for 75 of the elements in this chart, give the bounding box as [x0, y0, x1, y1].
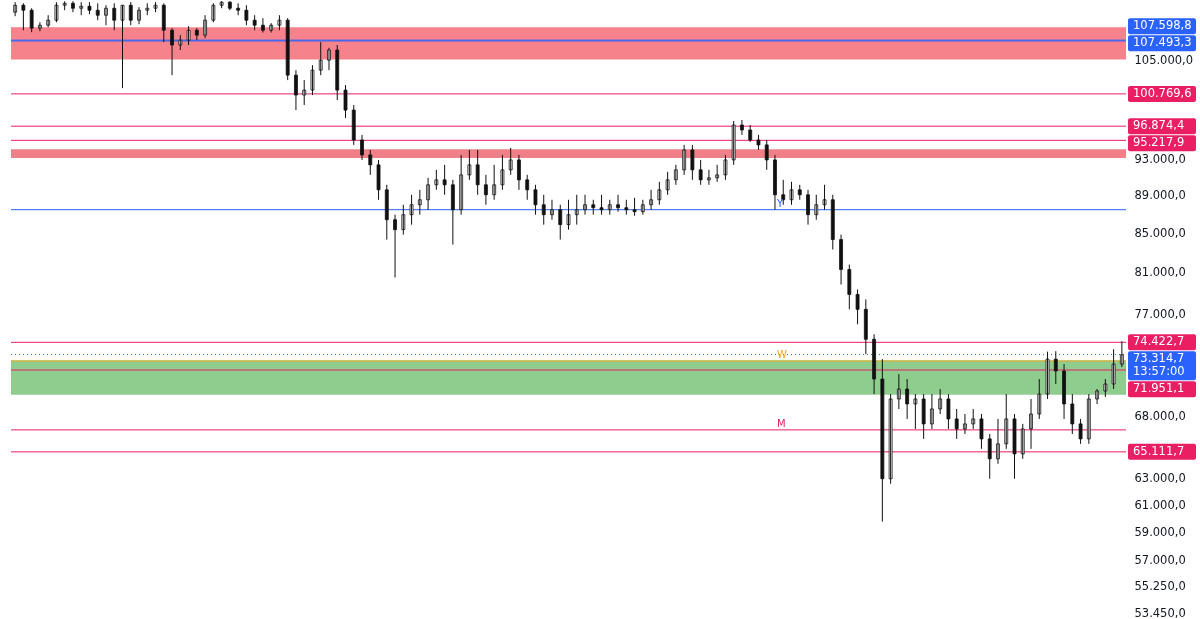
candlestick	[310, 64, 315, 96]
ref-line-label: 100.769,6	[1133, 85, 1192, 100]
candlestick	[888, 393, 893, 485]
ref-line-label: 107.493,3	[1133, 35, 1192, 50]
annotation: M	[777, 417, 786, 429]
candlestick	[938, 388, 943, 415]
candlestick	[252, 14, 257, 31]
candlestick	[376, 159, 381, 201]
candlestick	[913, 393, 918, 430]
candlestick	[29, 7, 34, 33]
y-tick-label: 63.000,0	[1134, 471, 1186, 486]
candlestick	[979, 413, 984, 450]
y-tick-label: 53.450,0	[1134, 606, 1186, 619]
candlestick	[500, 154, 505, 191]
candlestick	[533, 184, 538, 216]
candlestick	[632, 197, 637, 217]
candlestick	[1078, 418, 1083, 445]
candlestick	[624, 199, 629, 216]
candlestick	[508, 147, 513, 176]
candlestick	[855, 288, 860, 325]
candlestick	[368, 149, 373, 176]
candlestick	[599, 194, 604, 216]
ref-line-label: 65.111,7	[1133, 443, 1185, 458]
candlestick	[434, 169, 439, 191]
candlestick	[409, 194, 414, 226]
ref-line-label: 71.951,1	[1133, 381, 1185, 396]
candlestick	[467, 149, 472, 181]
ref-line-label: 107.598,8	[1133, 18, 1192, 33]
candlestick	[1012, 413, 1017, 480]
candlestick	[690, 144, 695, 181]
candlestick	[343, 84, 348, 119]
candlestick	[21, 2, 26, 31]
y-tick-label: 68.000,0	[1134, 408, 1186, 423]
y-tick-label: 81.000,0	[1134, 265, 1186, 280]
candlestick	[921, 393, 926, 440]
candlestick	[178, 34, 183, 51]
y-tick-label: 105.000,0	[1134, 52, 1194, 67]
candlestick	[971, 408, 976, 430]
candlestick	[1045, 351, 1050, 400]
annotation: W	[777, 349, 788, 361]
y-tick-label: 77.000,0	[1134, 306, 1186, 321]
candlestick	[748, 124, 753, 143]
y-tick-label: 57.000,0	[1134, 553, 1186, 568]
candlestick	[1103, 378, 1108, 398]
candlestick	[442, 164, 447, 196]
candlestick	[566, 199, 571, 231]
y-tick-label: 61.000,0	[1134, 497, 1186, 512]
candlestick	[880, 358, 885, 523]
candlestick	[277, 14, 282, 31]
candlestick	[475, 149, 480, 196]
candlestick	[665, 171, 670, 196]
candlestick	[698, 159, 703, 186]
candlestick	[302, 79, 307, 106]
y-tick-label: 59.000,0	[1134, 525, 1186, 540]
candlestick	[954, 408, 959, 440]
candlestick	[789, 181, 794, 206]
annotation: Y	[776, 197, 785, 209]
ref-line-label: 95.217,9	[1133, 135, 1185, 150]
ref-line-label: 73.314,7 13:57:00	[1133, 351, 1185, 379]
candlestick	[87, 1, 92, 15]
y-tick-label: 93.000,0	[1134, 152, 1186, 167]
candlestick	[657, 181, 662, 206]
candlestick	[120, 4, 125, 89]
candlestick	[946, 393, 951, 430]
y-tick-label: 55.250,0	[1134, 578, 1186, 593]
candlestick	[186, 25, 191, 46]
candlestick	[756, 134, 761, 151]
candlestick	[723, 154, 728, 181]
y-tick-label: 85.000,0	[1134, 225, 1186, 240]
candlestick	[822, 184, 827, 211]
candlestick	[1111, 348, 1116, 390]
ref-line-label: 96.874,4	[1133, 118, 1185, 133]
candlestick	[244, 4, 249, 26]
ref-line-label: 74.422,7	[1133, 334, 1185, 349]
y-tick-label: 89.000,0	[1134, 188, 1186, 203]
